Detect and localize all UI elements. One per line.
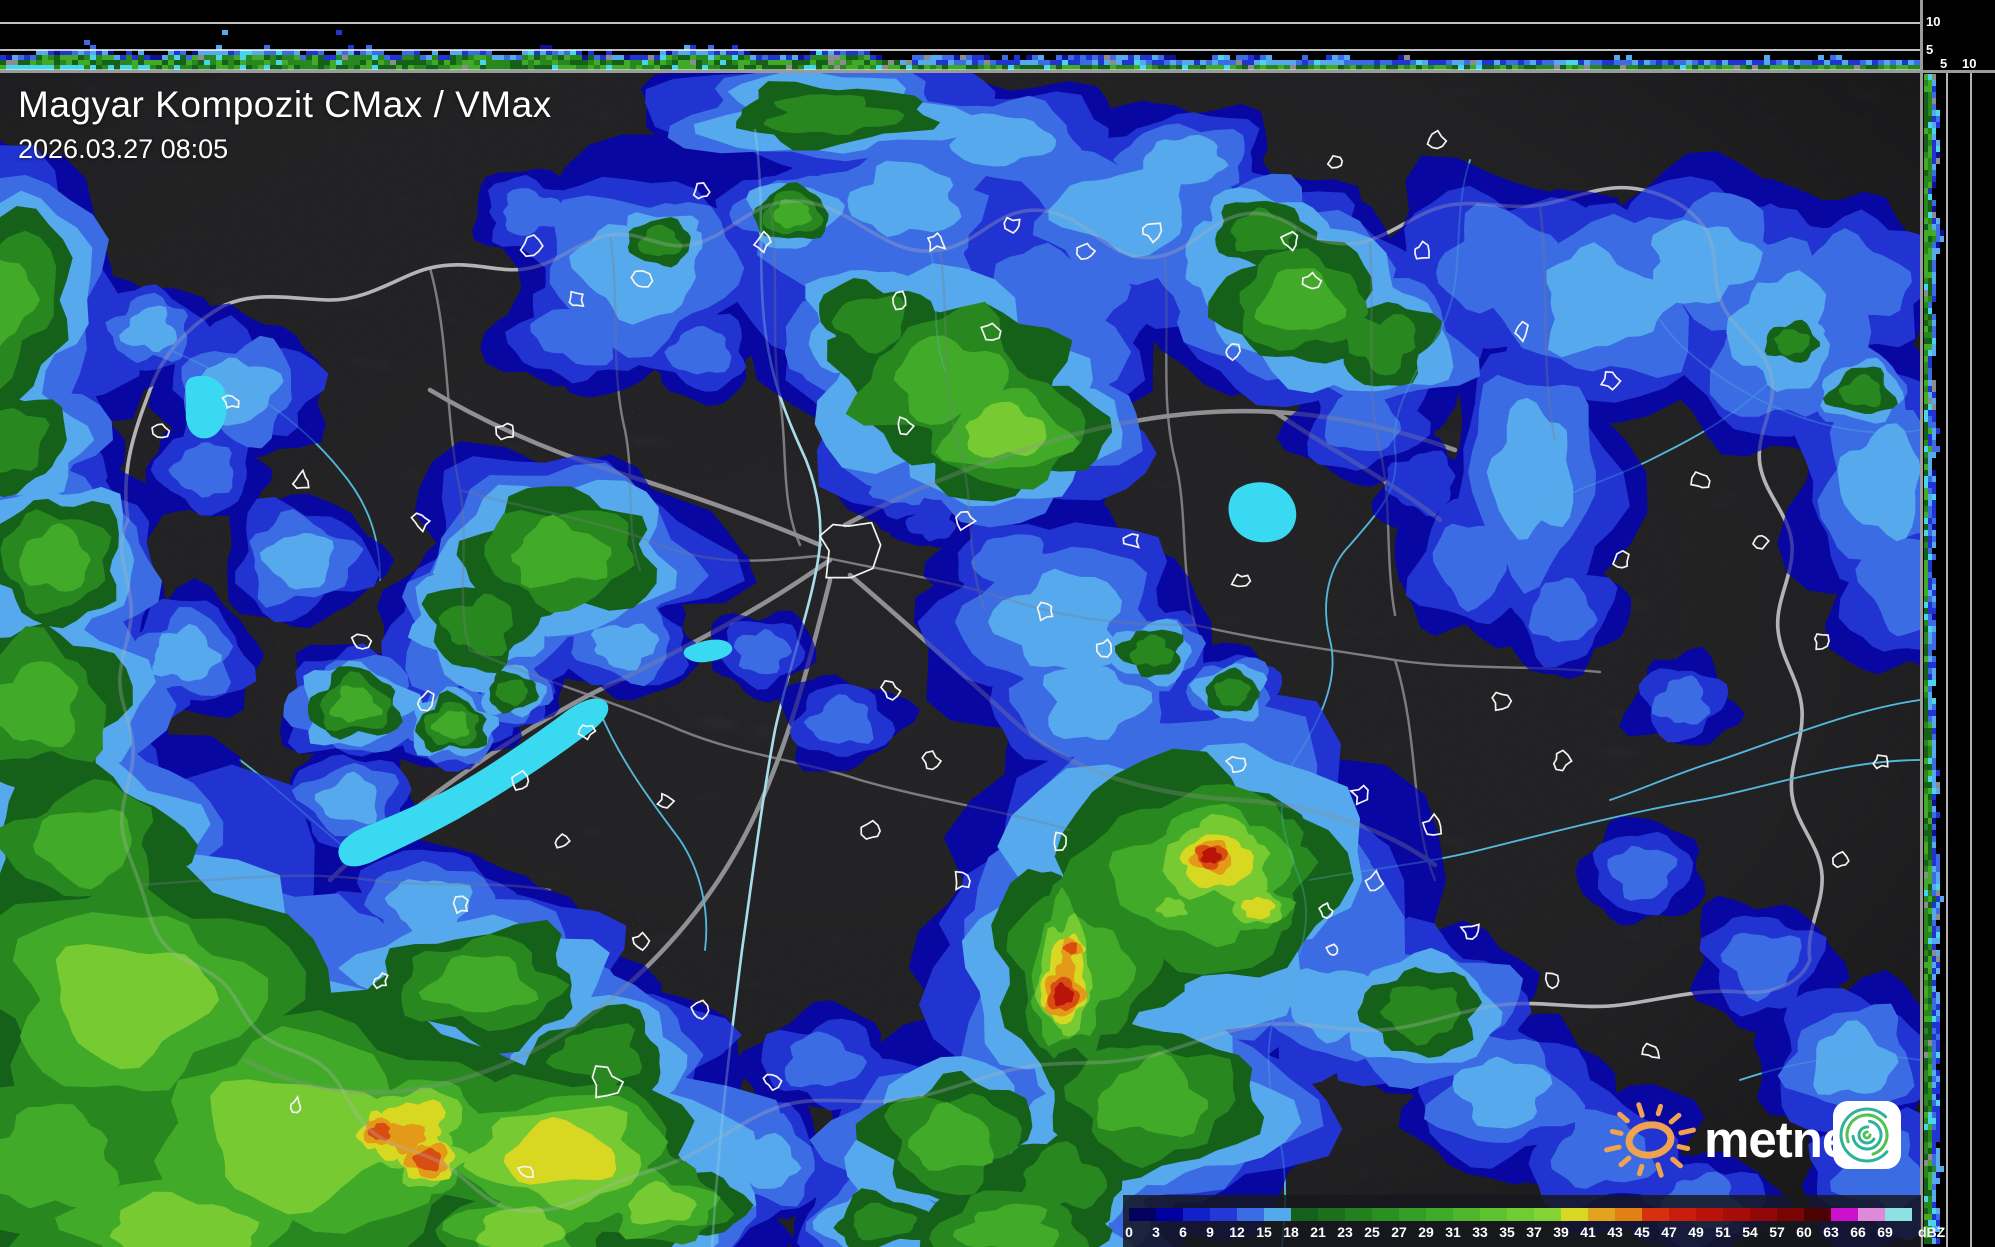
dbz-color-segment <box>1696 1208 1723 1221</box>
dbz-tick-label: 69 <box>1877 1224 1893 1240</box>
dbz-color-segment <box>1750 1208 1777 1221</box>
dbz-color-segment <box>1291 1208 1318 1221</box>
dbz-tick-label: 45 <box>1634 1224 1650 1240</box>
dbz-color-segment <box>1453 1208 1480 1221</box>
right-profile-axis-label-10: 10 <box>1962 56 1977 71</box>
dbz-color-segment <box>1480 1208 1507 1221</box>
dbz-color-segment <box>1534 1208 1561 1221</box>
dbz-color-segment <box>1885 1208 1912 1221</box>
dbz-color-segment <box>1804 1208 1831 1221</box>
dbz-color-segment <box>1345 1208 1372 1221</box>
dbz-tick-label: 51 <box>1715 1224 1731 1240</box>
top-profile-axis-label-5: 5 <box>1926 42 1934 57</box>
dbz-color-segment <box>1237 1208 1264 1221</box>
dbz-tick-label: 0 <box>1125 1224 1133 1240</box>
dbz-tick-label: 33 <box>1472 1224 1488 1240</box>
dbz-color-segment <box>1777 1208 1804 1221</box>
dbz-tick-label: 39 <box>1553 1224 1569 1240</box>
dbz-tick-label: 41 <box>1580 1224 1596 1240</box>
dbz-color-segment <box>1210 1208 1237 1221</box>
dbz-color-segment <box>1318 1208 1345 1221</box>
dbz-unit-label: dBZ <box>1918 1224 1946 1240</box>
dbz-tick-label: 37 <box>1526 1224 1542 1240</box>
dbz-tick-label: 57 <box>1769 1224 1785 1240</box>
top-profile-axis-label-10: 10 <box>1926 14 1941 29</box>
dbz-color-segment <box>1615 1208 1642 1221</box>
dbz-tick-label: 29 <box>1418 1224 1434 1240</box>
right-profile-axis-label-5: 5 <box>1940 56 1948 71</box>
sun-icon <box>1604 1102 1696 1178</box>
dbz-tick-label: 18 <box>1283 1224 1299 1240</box>
dbz-tick-label: 47 <box>1661 1224 1677 1240</box>
dbz-color-segment <box>1831 1208 1858 1221</box>
dbz-tick-label: 63 <box>1823 1224 1839 1240</box>
omsz-logo-tile <box>1833 1101 1901 1169</box>
dbz-color-segment <box>1264 1208 1291 1221</box>
city-outlines-layer <box>151 129 1889 1178</box>
dbz-tick-label: 3 <box>1152 1224 1160 1240</box>
dbz-tick-label: 35 <box>1499 1224 1515 1240</box>
map-area <box>0 72 1920 1247</box>
lakes-layer <box>185 375 1297 867</box>
dbz-tick-label: 12 <box>1229 1224 1245 1240</box>
dbz-color-segment <box>1723 1208 1750 1221</box>
dbz-color-segment <box>1156 1208 1183 1221</box>
dbz-tick-label: 23 <box>1337 1224 1353 1240</box>
dbz-tick-label: 54 <box>1742 1224 1758 1240</box>
dbz-color-segment <box>1561 1208 1588 1221</box>
dbz-color-segment <box>1858 1208 1885 1221</box>
dbz-tick-label: 25 <box>1364 1224 1380 1240</box>
dbz-color-segment <box>1507 1208 1534 1221</box>
dbz-colorbar: 0 3 6 9 12 15 18 21 23 25 27 29 31 33 35 37 39 41 43 45 47 49… <box>1123 1195 1945 1247</box>
dbz-tick-label: 66 <box>1850 1224 1866 1240</box>
dbz-tick-label: 9 <box>1206 1224 1214 1240</box>
dbz-color-segment <box>1183 1208 1210 1221</box>
dbz-tick-label: 43 <box>1607 1224 1623 1240</box>
dbz-tick-label: 31 <box>1445 1224 1461 1240</box>
dbz-tick-label: 49 <box>1688 1224 1704 1240</box>
spiral-icon <box>1839 1107 1895 1163</box>
radar-echo-layer <box>0 72 1920 1247</box>
dbz-color-segment <box>1129 1208 1156 1221</box>
metnet-logo: metnet <box>1600 1088 1920 1183</box>
dbz-color-segment <box>1399 1208 1426 1221</box>
dbz-color-segment <box>1642 1208 1669 1221</box>
dbz-tick-label: 60 <box>1796 1224 1812 1240</box>
dbz-tick-label: 6 <box>1179 1224 1187 1240</box>
dbz-color-segment <box>1588 1208 1615 1221</box>
dbz-tick-label: 15 <box>1256 1224 1272 1240</box>
dbz-color-segment <box>1372 1208 1399 1221</box>
dbz-tick-label: 27 <box>1391 1224 1407 1240</box>
dbz-color-segment <box>1669 1208 1696 1221</box>
dbz-color-segment <box>1426 1208 1453 1221</box>
dbz-tick-label: 21 <box>1310 1224 1326 1240</box>
